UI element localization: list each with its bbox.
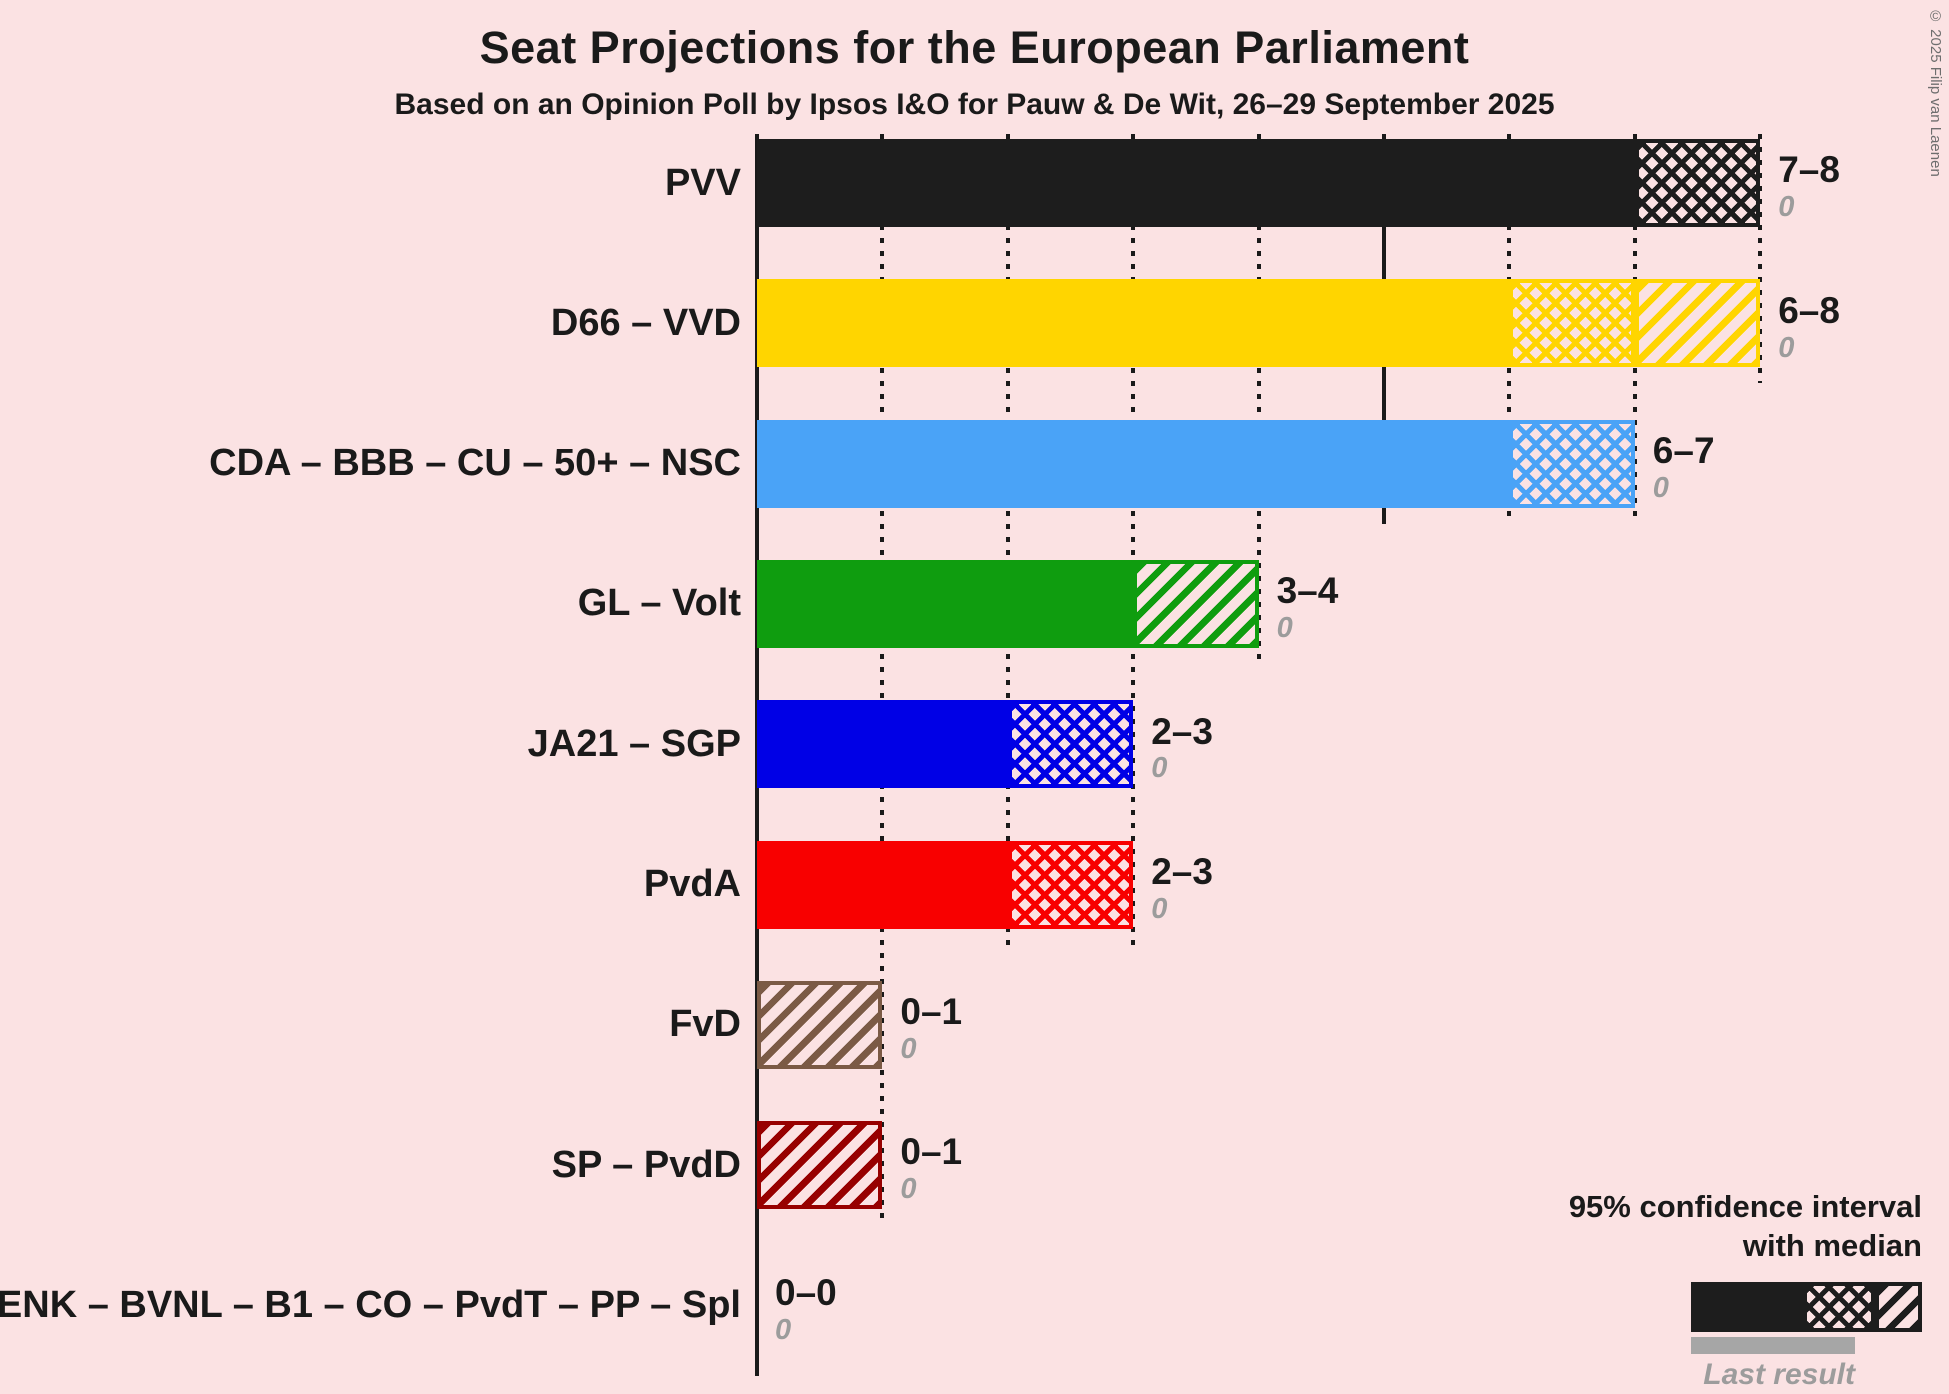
bar-diagonal-segment <box>757 980 883 1069</box>
party-label: DENK – BVNL – B1 – CO – PvdT – PP – Spl <box>0 1283 741 1326</box>
bar-crosshatch-segment <box>1007 700 1134 789</box>
gridline-4 <box>1256 134 1261 664</box>
party-label: JA21 – SGP <box>527 722 741 765</box>
party-label: CDA – BBB – CU – 50+ – NSC <box>209 442 741 485</box>
legend-ci-line1: 95% confidence interval <box>1568 1189 1922 1224</box>
seat-range-text: 0–1 <box>900 1131 963 1173</box>
gridline-2 <box>1005 134 1010 945</box>
legend-crosshatch-swatch <box>1803 1281 1875 1332</box>
seat-range-value: 6–7 0 <box>1653 416 1715 520</box>
legend-ci-text: 95% confidence interval with median <box>1569 1188 1922 1266</box>
legend-ci-sample-bar <box>1691 1281 1922 1332</box>
bar-solid-segment <box>757 139 1635 227</box>
legend-diagonal-swatch <box>1875 1281 1922 1332</box>
party-label: GL – Volt <box>577 582 741 625</box>
gridline-8 <box>1758 134 1763 384</box>
seat-range-text: 2–3 <box>1151 710 1213 752</box>
party-label: D66 – VVD <box>550 301 741 344</box>
chart-title: Seat Projections for the European Parlia… <box>479 22 1470 73</box>
seat-range-value: 0–0 0 <box>775 1257 837 1361</box>
copyright-note: © 2025 Filip van Laenen <box>1927 8 1944 177</box>
party-label: FvD <box>669 1003 741 1046</box>
bar-crosshatch-segment <box>1509 419 1635 508</box>
last-result-text: 0 <box>775 1313 792 1346</box>
seat-range-value: 2–3 0 <box>1151 837 1213 941</box>
bar-diagonal-segment <box>1133 559 1259 648</box>
bar-crosshatch-segment <box>1007 840 1134 929</box>
seat-range-text: 3–4 <box>1276 570 1339 612</box>
last-result-text: 0 <box>1652 471 1669 504</box>
bar-crosshatch-segment <box>1509 279 1635 368</box>
chart-subtitle: Based on an Opinion Poll by Ipsos I&O fo… <box>394 88 1555 121</box>
party-label: PvdA <box>643 863 741 905</box>
seat-range-value: 0–1 0 <box>900 1117 962 1221</box>
last-result-text: 0 <box>900 1173 917 1206</box>
party-label: PVV <box>664 161 741 204</box>
bar-diagonal-segment <box>1634 279 1761 368</box>
gridline-1 <box>880 134 885 1226</box>
last-result-text: 0 <box>1151 892 1168 925</box>
seat-range-value: 2–3 0 <box>1151 696 1213 800</box>
seat-range-value: 3–4 0 <box>1277 556 1339 660</box>
last-result-text: 0 <box>900 1033 917 1065</box>
seat-range-value: 6–8 0 <box>1778 275 1840 379</box>
seat-range-text: 0–1 <box>900 991 963 1033</box>
gridline-3 <box>1131 134 1136 945</box>
legend-ci-line2: with median <box>1742 1227 1922 1263</box>
seat-range-value: 7–8 0 <box>1778 135 1840 239</box>
seat-range-text: 6–7 <box>1652 429 1715 471</box>
seat-range-text: 6–8 <box>1778 289 1840 331</box>
bar-solid-segment <box>757 419 1510 508</box>
legend-solid-swatch <box>1691 1281 1803 1332</box>
bar-solid-segment <box>757 840 1008 929</box>
legend-last-result-bar <box>1691 1336 1855 1354</box>
party-label: SP – PvdD <box>551 1143 741 1186</box>
legend-last-result-label: Last result <box>1703 1357 1855 1391</box>
last-result-text: 0 <box>1151 752 1168 785</box>
seat-range-text: 2–3 <box>1151 850 1213 892</box>
bar-diagonal-segment <box>757 1121 883 1210</box>
legend: 95% confidence interval with median Last… <box>1282 1188 1922 1392</box>
last-result-text: 0 <box>1778 331 1795 364</box>
last-result-text: 0 <box>1276 612 1293 645</box>
last-result-text: 0 <box>1778 191 1795 224</box>
bar-solid-segment <box>757 559 1134 648</box>
bar-crosshatch-segment <box>1634 139 1761 227</box>
seat-range-text: 0–0 <box>775 1271 837 1313</box>
seat-range-text: 7–8 <box>1778 149 1840 191</box>
bar-solid-segment <box>757 700 1008 789</box>
bar-solid-segment <box>757 279 1510 368</box>
seat-range-value: 0–1 0 <box>900 977 962 1081</box>
